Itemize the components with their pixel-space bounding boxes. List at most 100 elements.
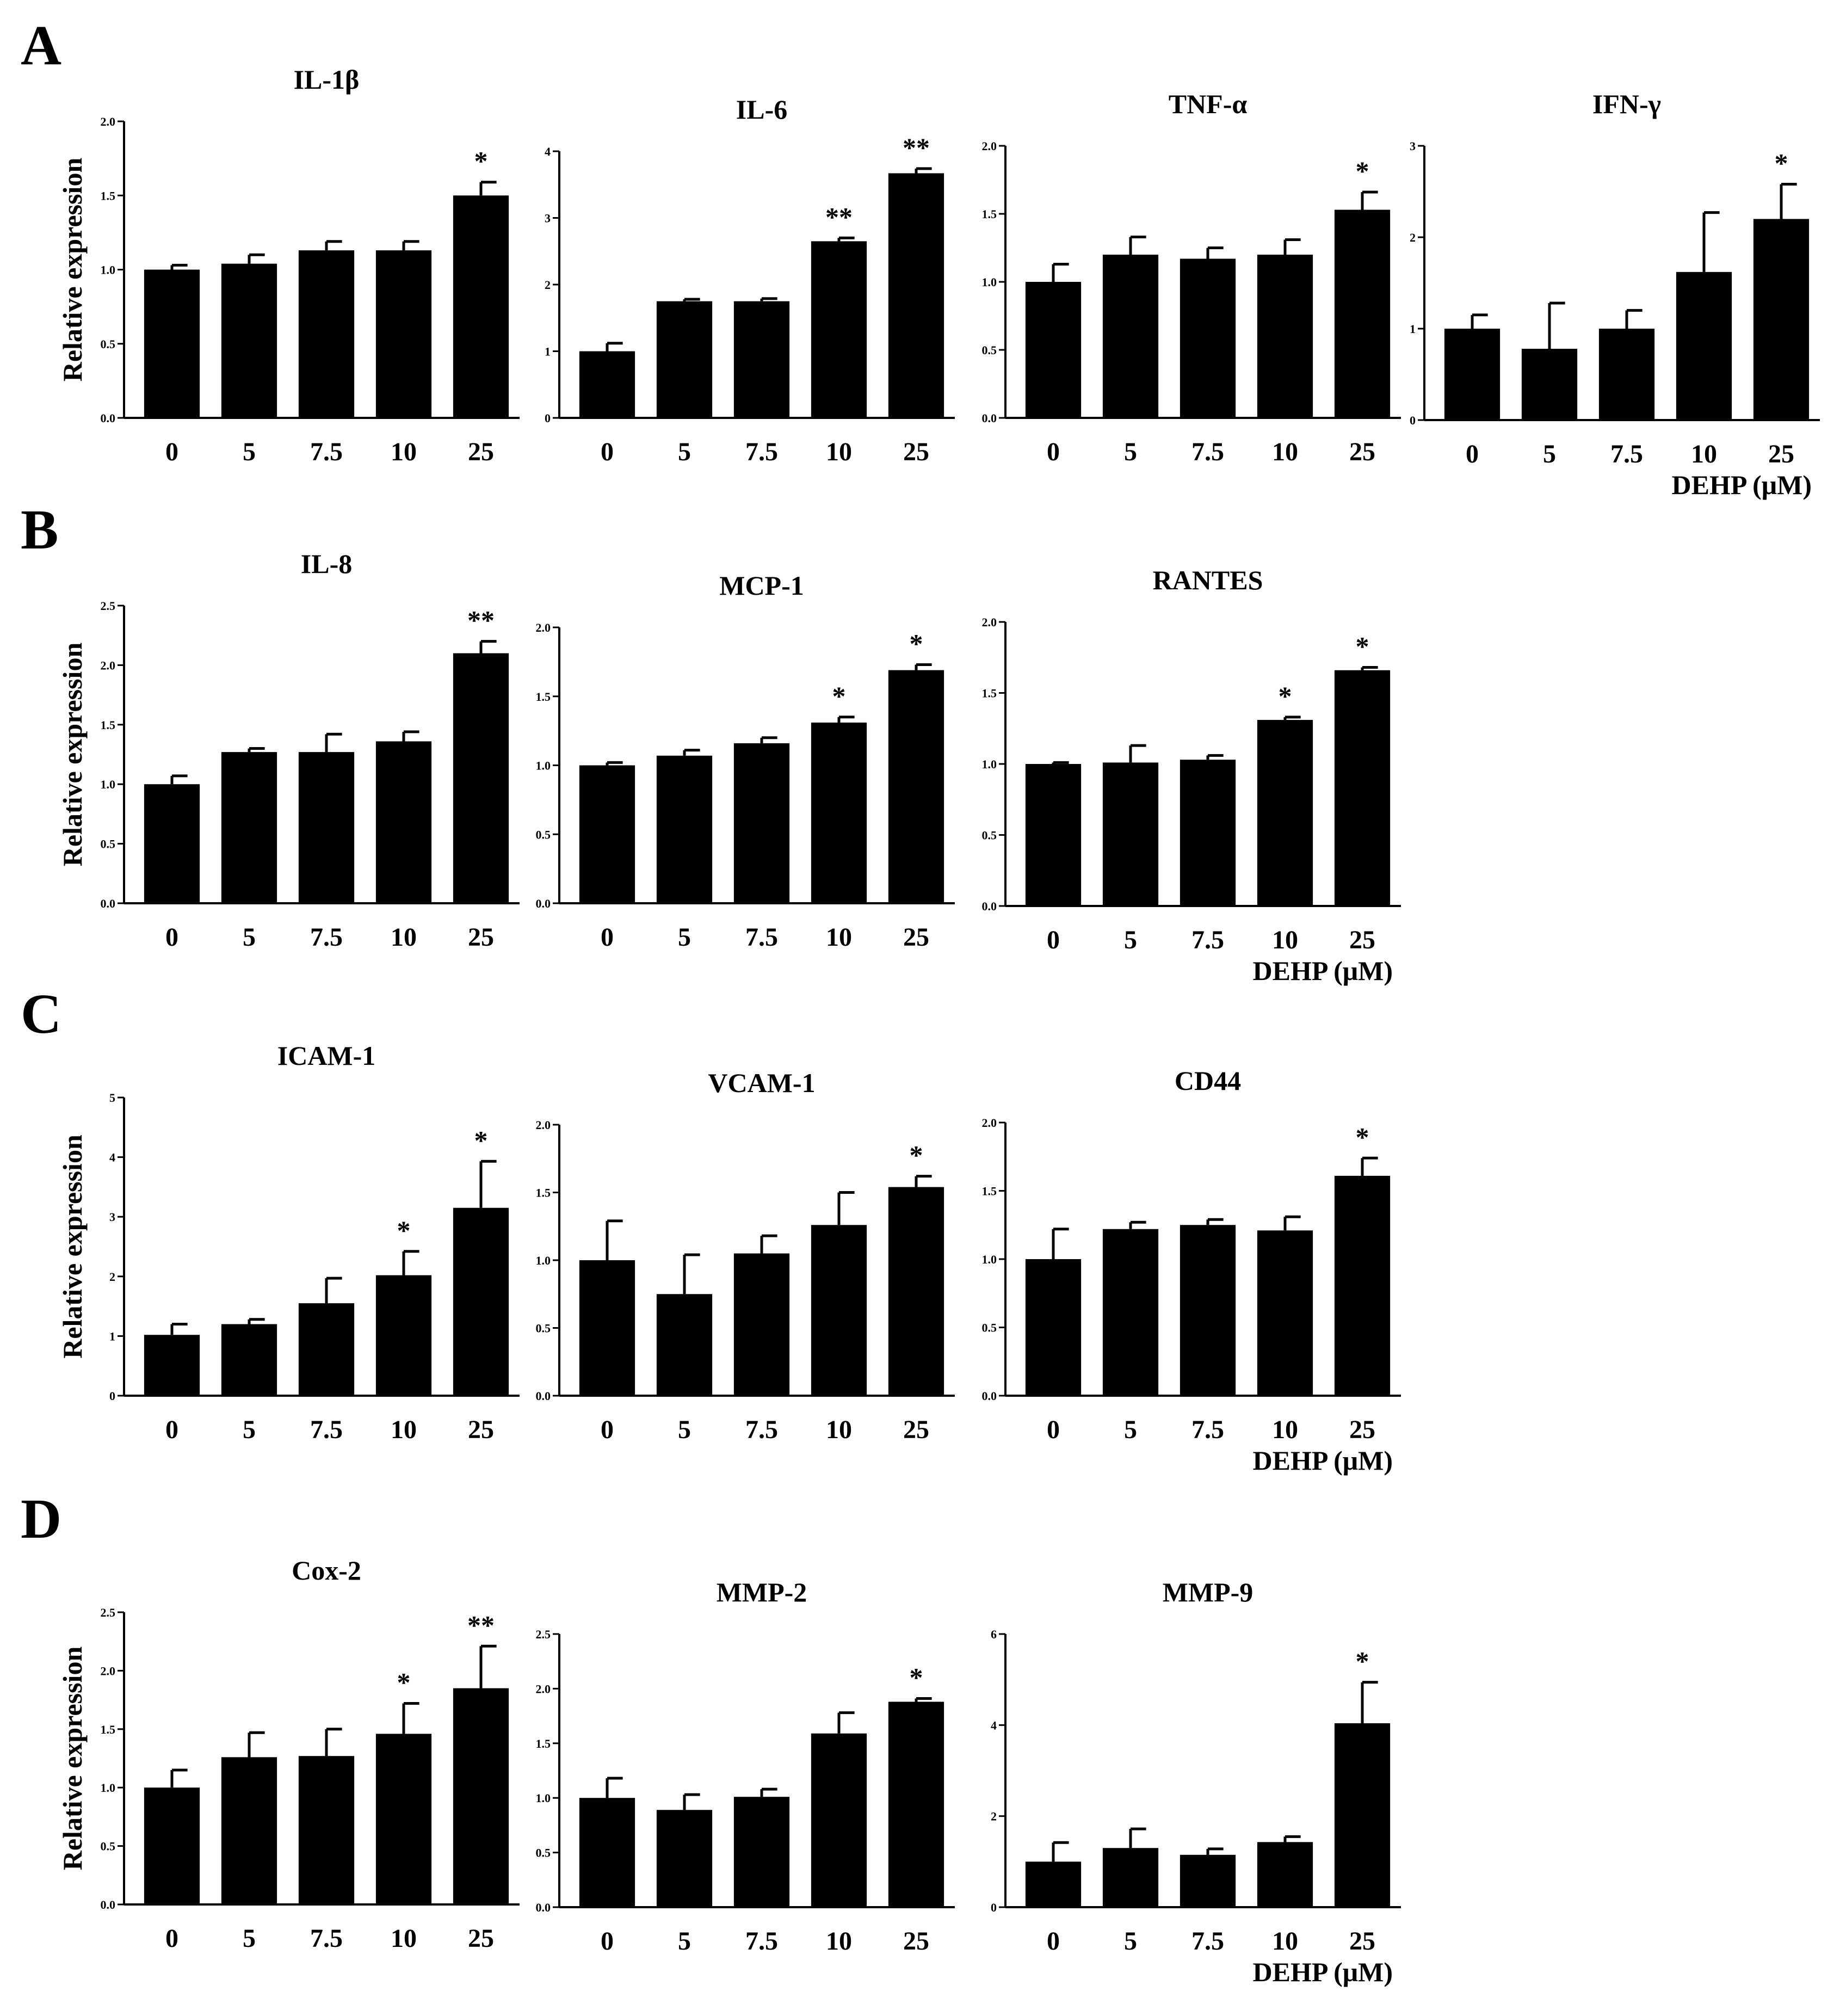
y-tick-label: 2.5: [101, 599, 116, 613]
x-tick-label: 5: [243, 1924, 256, 1953]
y-tick-label: 1.0: [982, 1253, 997, 1266]
bar: [1025, 1259, 1082, 1396]
x-tick-label: 5: [1124, 1415, 1137, 1444]
y-tick-label: 1.5: [982, 1185, 997, 1198]
bar: [1102, 762, 1159, 906]
bar: [375, 1275, 432, 1396]
chart-il6: IL-6 0 1 2 3 4 0 5 7.5 10 ** 25 **: [545, 94, 955, 466]
y-tick-label: 1.5: [536, 690, 551, 704]
y-tick-label: 0.0: [101, 411, 116, 425]
significance-marker: **: [825, 201, 853, 232]
bar: [298, 1303, 355, 1396]
bar: [1444, 329, 1501, 420]
bar: [1025, 282, 1082, 418]
y-tick-label: 0.5: [101, 337, 116, 351]
chart-title-il1b: IL-1β: [294, 64, 360, 95]
y-axis-title: Relative expression: [57, 643, 88, 867]
y-tick-label: 1.0: [101, 263, 116, 277]
x-tick-label: 7.5: [745, 437, 778, 466]
x-tick-label: 10: [391, 437, 417, 466]
bar: [1180, 258, 1236, 418]
y-tick-label: 1: [1410, 322, 1416, 336]
y-tick-label: 0.0: [536, 1901, 551, 1914]
bar: [1257, 255, 1313, 418]
bar: [453, 1688, 509, 1904]
chart-title-mmp9: MMP-9: [1163, 1577, 1254, 1607]
x-tick-label: 10: [391, 1924, 417, 1953]
significance-marker: *: [910, 1140, 923, 1170]
x-tick-label: 7.5: [310, 437, 343, 466]
y-tick-label: 0.5: [536, 828, 551, 841]
chart-title-il8: IL-8: [301, 548, 352, 579]
y-tick-label: 2.5: [536, 1627, 551, 1641]
chart-icam1: ICAM-1 0 1 2 3 4 5 0 5 7.5 10 * 25 * Relative expressi…: [57, 1040, 520, 1444]
x-tick-label: 10: [1272, 926, 1298, 954]
bar: [1334, 209, 1391, 418]
x-tick-label: 25: [1349, 926, 1375, 954]
x-tick-label: 10: [391, 1415, 417, 1444]
x-tick-label: 25: [1768, 440, 1794, 468]
y-axis-title: Relative expression: [57, 1647, 88, 1871]
x-tick-label: 10: [1272, 1927, 1298, 1956]
y-tick-label: 1.5: [101, 1723, 116, 1736]
significance-marker: **: [903, 132, 930, 163]
bar: [1334, 670, 1391, 906]
bar: [1025, 764, 1082, 906]
y-tick-label: 0.0: [536, 1389, 551, 1403]
x-tick-label: 10: [1691, 440, 1717, 468]
bar: [298, 752, 355, 903]
x-tick-label: 7.5: [310, 1415, 343, 1444]
x-tick-label: 25: [903, 437, 929, 466]
bar: [144, 784, 200, 903]
y-tick-label: 0.0: [536, 897, 551, 910]
y-tick-label: 1.0: [982, 757, 997, 771]
bar: [221, 263, 277, 418]
x-tick-label: 5: [243, 923, 256, 952]
x-axis-title: DEHP (μM): [1253, 1957, 1393, 1987]
y-tick-label: 1.5: [101, 718, 116, 732]
x-tick-label: 10: [1272, 1415, 1298, 1444]
bar: [144, 1787, 200, 1904]
chart-title-tnfa: TNF-α: [1169, 89, 1248, 119]
bar: [811, 241, 867, 418]
chart-title-rantes: RANTES: [1153, 565, 1263, 595]
bar: [221, 752, 277, 903]
y-tick-label: 5: [109, 1091, 115, 1105]
x-tick-label: 5: [243, 437, 256, 466]
x-tick-label: 25: [1349, 437, 1375, 466]
chart-title-icam1: ICAM-1: [277, 1040, 376, 1071]
bar: [1598, 329, 1655, 420]
bar: [1334, 1175, 1391, 1396]
bar: [579, 1798, 635, 1907]
x-tick-label: 7.5: [1191, 1927, 1224, 1956]
panel-label-a: A: [21, 14, 61, 77]
bar: [733, 301, 790, 418]
x-tick-label: 0: [165, 1415, 178, 1444]
x-tick-label: 7.5: [1191, 926, 1224, 954]
chart-mmp2: MMP-2 0.0 0.5 1.0 1.5 2.0 2.5 0 5 7.5 10 25 *: [536, 1577, 955, 1956]
y-tick-label: 0.0: [101, 1898, 116, 1912]
y-tick-label: 0: [545, 411, 551, 425]
x-tick-label: 0: [1047, 1415, 1060, 1444]
bar: [733, 743, 790, 903]
y-tick-label: 1.5: [536, 1737, 551, 1750]
x-tick-label: 5: [678, 1415, 691, 1444]
bar: [453, 653, 509, 903]
x-tick-label: 25: [1349, 1927, 1375, 1956]
y-tick-label: 2: [1410, 231, 1416, 244]
significance-marker: *: [910, 628, 923, 658]
bar: [656, 1810, 713, 1907]
bar: [1257, 1842, 1313, 1907]
y-tick-label: 0.5: [982, 1321, 997, 1335]
y-tick-label: 3: [545, 212, 551, 225]
y-tick-label: 0.5: [536, 1322, 551, 1335]
y-tick-label: 6: [991, 1627, 997, 1641]
y-tick-label: 0: [109, 1389, 115, 1403]
x-tick-label: 0: [601, 1927, 614, 1956]
y-tick-label: 4: [545, 145, 551, 158]
bar: [453, 195, 509, 418]
significance-marker: **: [467, 605, 495, 636]
bar: [144, 1335, 200, 1396]
x-tick-label: 25: [1349, 1415, 1375, 1444]
y-tick-label: 0.5: [101, 837, 116, 851]
